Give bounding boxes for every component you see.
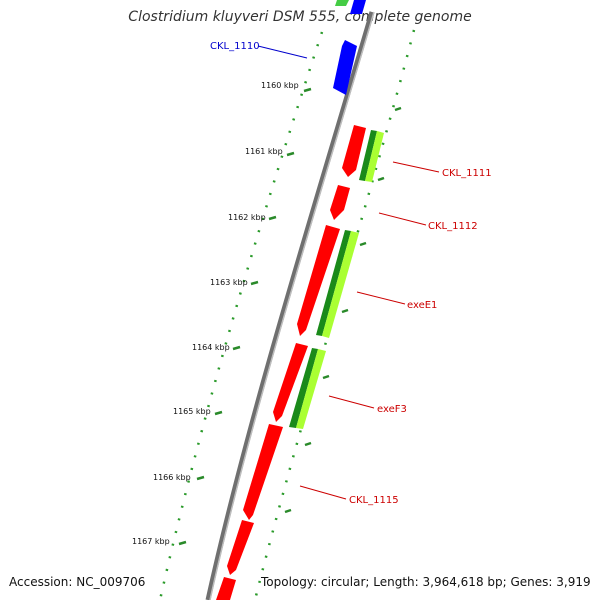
gene-arrow-next-2[interactable]	[216, 577, 236, 600]
tick-label-1166: 1166 kbp	[153, 473, 191, 482]
gene-arrow-ckl-1110[interactable]	[333, 40, 357, 95]
outer-tick-marks	[284, 106, 402, 514]
accession-text: Accession: NC_009706	[9, 575, 146, 589]
gene-arrow-ckl-1112[interactable]	[330, 185, 350, 220]
gene-arrow-ckl-1115[interactable]	[243, 424, 283, 520]
tick-ring-inner-dots	[158, 31, 324, 600]
feature-ckl-1111-light	[365, 131, 384, 182]
feature-top-green	[335, 0, 349, 6]
feature-ckl-1111-dark	[359, 130, 377, 181]
tick-label-1162: 1162 kbp	[228, 213, 266, 222]
gene-label-ckl-1111[interactable]: CKL_1111	[442, 168, 492, 179]
gene-label-ckl-1110[interactable]: CKL_1110	[210, 41, 260, 52]
feature-exef3-dark	[289, 348, 318, 428]
gene-label-ckl-1115[interactable]: CKL_1115	[349, 495, 399, 506]
gene-label-ckl-1112[interactable]: CKL_1112	[428, 221, 478, 232]
leader-exef3	[328, 395, 375, 409]
tick-label-1167: 1167 kbp	[132, 537, 170, 546]
feature-exee1-dark	[316, 230, 351, 336]
gene-arrow-next-1[interactable]	[227, 520, 254, 575]
gene-arrow-exee1[interactable]	[297, 225, 340, 336]
gene-label-exee1[interactable]: exeE1	[407, 300, 437, 311]
gene-label-exef3[interactable]: exeF3	[377, 404, 407, 415]
leader-ckl-1115	[299, 485, 347, 500]
tick-label-1163: 1163 kbp	[210, 278, 248, 287]
tick-label-1165: 1165 kbp	[173, 407, 211, 416]
genome-summary-text: Topology: circular; Length: 3,964,618 bp…	[261, 575, 591, 589]
tick-label-1161: 1161 kbp	[245, 147, 283, 156]
leader-ckl-1111	[392, 161, 440, 173]
tick-label-1160: 1160 kbp	[261, 81, 299, 90]
leader-ckl-1112	[378, 212, 427, 226]
backbone-line	[205, 11, 375, 600]
map-title: Clostridium kluyveri DSM 555, complete g…	[128, 9, 472, 25]
feature-exee1-light	[322, 231, 359, 338]
tick-marks	[178, 87, 312, 546]
gene-arrow-top-blue[interactable]	[350, 0, 366, 14]
tick-label-1164: 1164 kbp	[192, 343, 230, 352]
leader-ckl-1110	[257, 45, 308, 59]
gene-arrow-ckl-1111[interactable]	[342, 125, 366, 177]
gene-arrow-exef3[interactable]	[273, 343, 308, 422]
backbone-highlight	[209, 11, 375, 600]
leader-exee1	[356, 291, 406, 305]
feature-exef3-light	[296, 349, 326, 429]
